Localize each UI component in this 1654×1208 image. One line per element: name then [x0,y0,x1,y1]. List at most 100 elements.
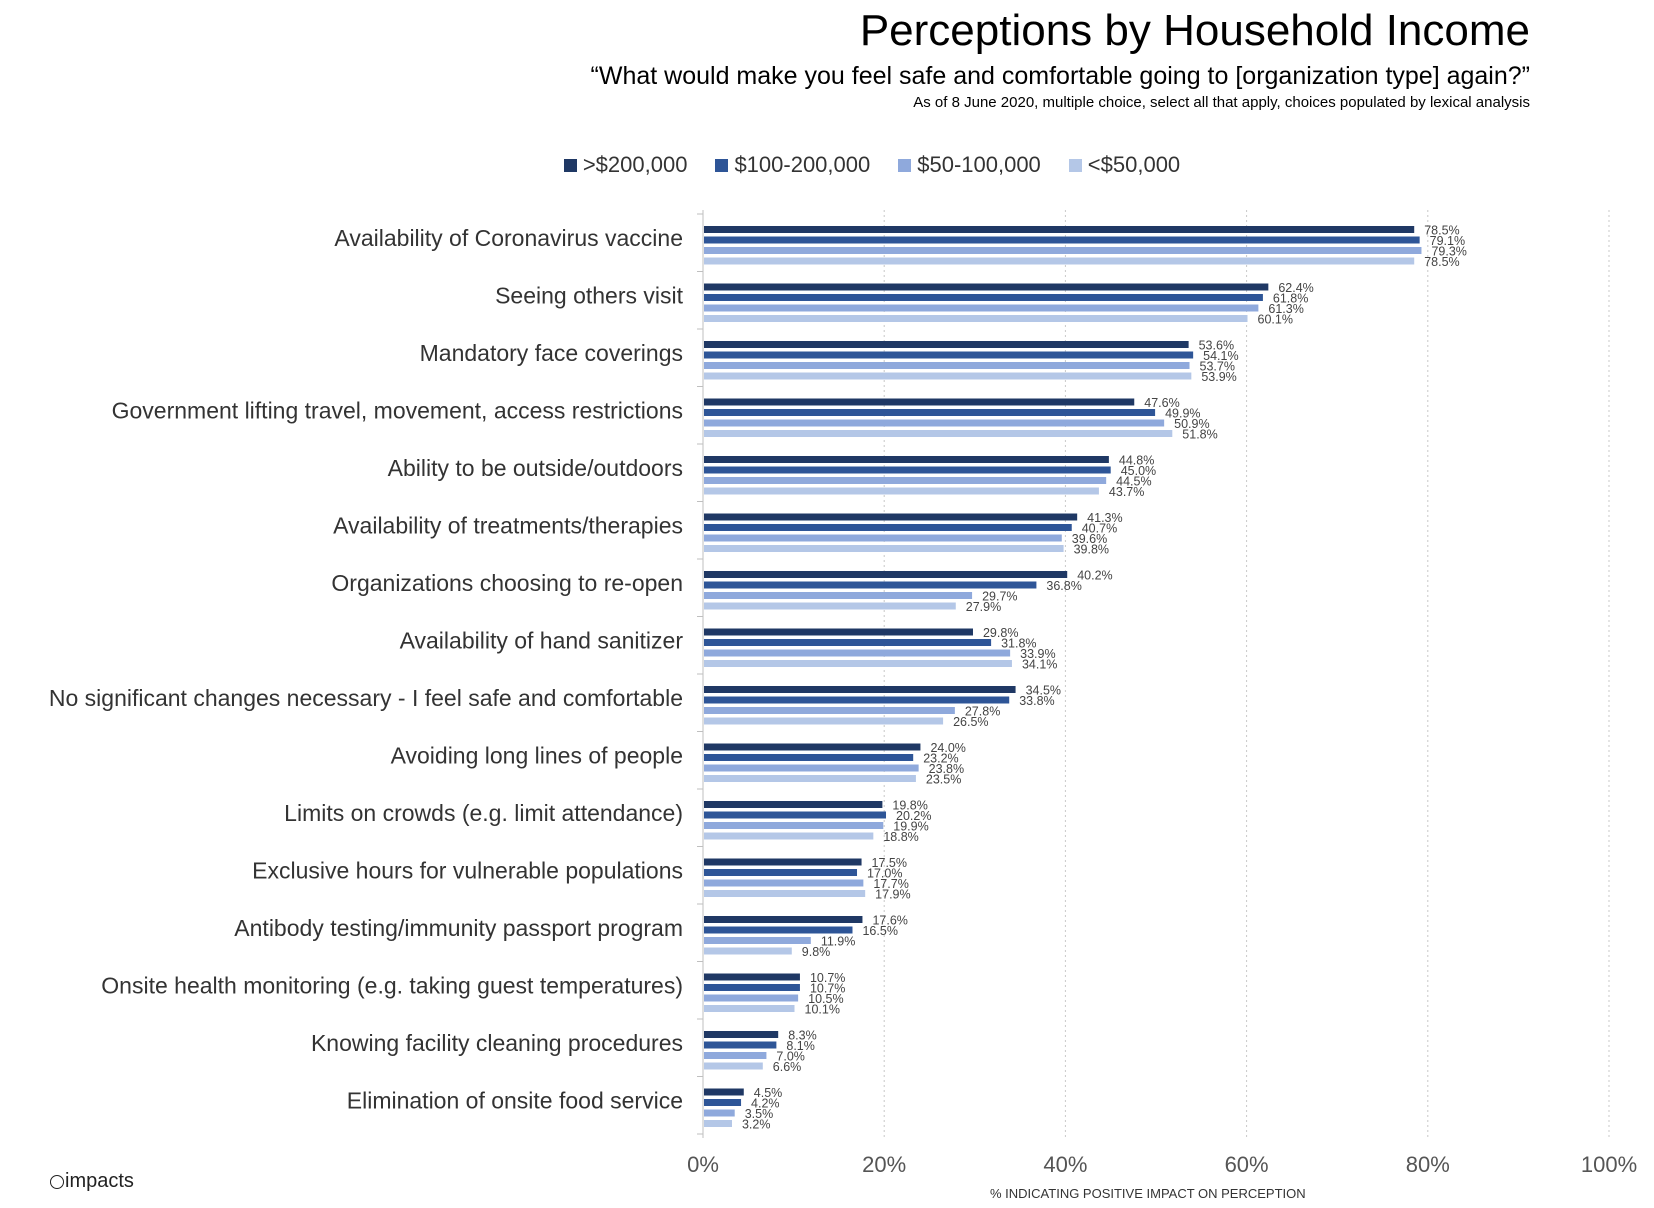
bar-3 [704,1109,735,1117]
category-label: Government lifting travel, movement, acc… [112,398,683,424]
bar-2 [704,524,1072,531]
data-label: 7.0% [776,1050,805,1064]
data-label: 79.3% [1431,245,1466,259]
legend-swatch-series-3 [898,158,912,172]
category-label: Mandatory face coverings [420,340,683,366]
bar-3 [704,994,799,1002]
bar-3 [704,764,919,772]
chart-note: As of 8 June 2020, multiple choice, sele… [913,94,1530,111]
bar-2 [704,869,858,876]
bar-2 [704,351,1194,359]
data-label: 44.8% [1119,454,1154,468]
bar-4 [704,775,916,782]
x-axis-title: % INDICATING POSITIVE IMPACT ON PERCEPTI… [990,1186,1306,1201]
data-label: 10.7% [810,982,845,996]
data-label: 79.1% [1430,234,1465,248]
legend-label-series-1: >$200,000 [582,152,688,177]
data-label: 26.5% [953,715,988,729]
data-label: 61.8% [1273,292,1308,306]
data-label: 10.7% [810,971,845,985]
data-label: 40.2% [1077,569,1112,583]
category-label: Antibody testing/immunity passport progr… [234,915,683,941]
data-label: 39.8% [1074,543,1109,557]
bar-2 [704,639,992,646]
logo-mark-icon [50,1175,64,1189]
data-label: 16.5% [862,924,897,938]
bar-2 [704,294,1263,301]
category-label: Avoiding long lines of people [391,743,683,769]
bar-1 [704,226,1415,233]
data-label: 17.0% [867,867,902,881]
bar-1 [704,1088,744,1096]
category-label: Elimination of onsite food service [347,1088,683,1114]
bar-4 [704,890,866,897]
legend-label-series-3: $50-100,000 [917,152,1041,177]
data-label: 29.7% [982,590,1017,604]
legend-label-series-4: <$50,000 [1087,152,1181,177]
data-label: 27.9% [966,600,1001,614]
bar-2 [704,581,1037,589]
data-label: 19.9% [893,820,928,834]
data-label: 47.6% [1144,396,1179,410]
legend-swatch-series-1 [563,158,577,172]
data-label: 9.8% [802,945,831,959]
bar-1 [704,973,800,981]
bar-4 [704,1062,763,1070]
data-label: 34.1% [1022,658,1057,672]
bar-1 [704,801,883,808]
data-label: 43.7% [1109,485,1144,499]
x-tick-label: 100% [1581,1152,1637,1177]
bar-2 [704,1041,777,1049]
chart-legend: >$200,000 $100-200,000 $50-100,000 <$50,… [0,152,1654,178]
data-label: 44.5% [1116,475,1151,489]
chart-subtitle: “What would make you feel safe and comfo… [590,62,1530,90]
data-label: 36.8% [1046,579,1081,593]
data-label: 4.2% [751,1097,780,1111]
category-label: Availability of hand sanitizer [400,628,684,654]
data-label: 39.6% [1072,532,1107,546]
data-label: 6.6% [773,1060,802,1074]
legend-item-series-4: <$50,000 [1068,152,1181,178]
bar-2 [704,466,1111,474]
bar-1 [704,398,1135,406]
bar-4 [704,602,956,610]
data-label: 3.2% [742,1118,771,1132]
bar-4 [704,315,1248,322]
bar-3 [704,822,884,829]
bar-3 [704,937,811,944]
data-label: 53.6% [1199,339,1234,353]
bar-2 [704,811,887,819]
data-label: 18.8% [883,830,918,844]
bar-2 [704,236,1420,244]
bar-3 [704,247,1422,254]
data-label: 20.2% [896,809,931,823]
data-label: 4.5% [754,1086,783,1100]
legend-item-series-3: $50-100,000 [898,152,1041,178]
bar-3 [704,649,1011,657]
bar-2 [704,1099,742,1106]
data-label: 17.6% [872,914,907,928]
data-label: 78.5% [1424,224,1459,238]
data-label: 23.8% [929,762,964,776]
data-label: 19.8% [892,799,927,813]
x-tick-label: 80% [1406,1152,1450,1177]
bar-1 [704,456,1109,463]
data-label: 62.4% [1278,281,1313,295]
category-label: Limits on crowds (e.g. limit attendance) [284,800,683,826]
bar-2 [704,926,853,934]
data-label: 45.0% [1121,464,1156,478]
category-label: Availability of Coronavirus vaccine [334,225,683,251]
data-label: 11.9% [821,935,856,949]
data-label: 53.7% [1200,360,1235,374]
bar-3 [704,534,1062,542]
x-tick-label: 60% [1225,1152,1269,1177]
data-label: 40.7% [1082,522,1117,536]
bar-4 [704,660,1012,667]
bar-4 [704,947,792,955]
data-label: 50.9% [1174,417,1209,431]
data-label: 29.8% [983,626,1018,640]
data-label: 33.8% [1019,694,1054,708]
data-label: 23.2% [923,752,958,766]
bar-3 [704,1052,767,1059]
data-label: 49.9% [1165,407,1200,421]
